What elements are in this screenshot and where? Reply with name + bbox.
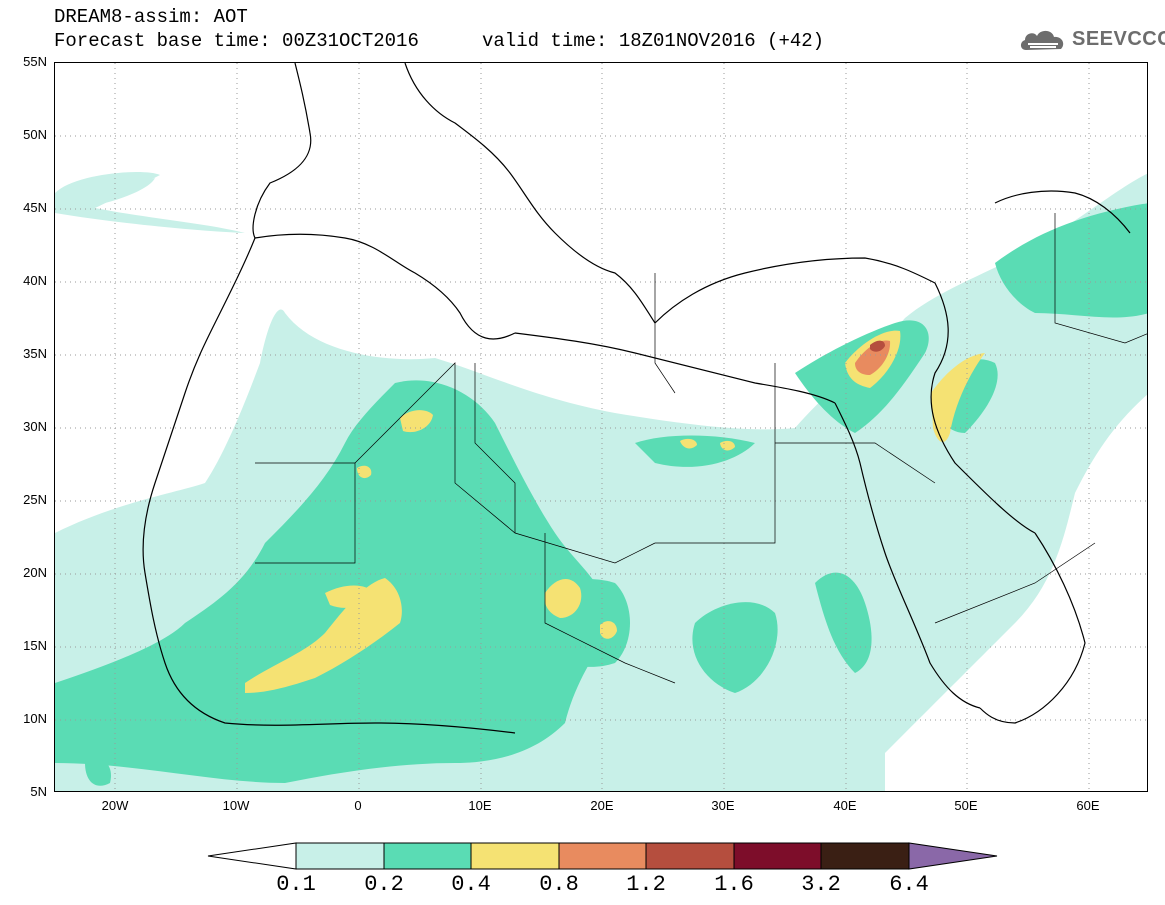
colorbar-label-3.2: 3.2 [801,872,841,897]
lat-label-10n: 10N [23,711,47,726]
colorbar-label-0.8: 0.8 [539,872,579,897]
lat-label-15n: 15N [23,638,47,653]
lon-label-0: 0 [354,798,362,813]
lat-label-20n: 20N [23,565,47,580]
cloud-icon [1020,30,1064,50]
colorbar-bin-4 [558,842,647,870]
lon-label-50e: 50E [954,798,978,813]
colorbar-bin-6 [733,842,822,870]
logo-text: SEEVCCC [1072,28,1165,50]
lat-label-40n: 40N [23,273,47,288]
forecast-base-time: Forecast base time: 00Z31OCT2016 [54,30,419,52]
aot-0.8-layer [855,340,891,375]
colorbar-bin-7 [820,842,910,870]
colorbar-under-arrow [207,842,297,870]
map-gridlines [55,63,1147,791]
lat-label-35n: 35N [23,346,47,361]
aot-map [54,62,1148,792]
colorbar-bin-1 [295,842,385,870]
lon-label-40e: 40E [833,798,857,813]
seevccc-logo: SEEVCCC [1018,24,1165,56]
colorbar-label-0.2: 0.2 [364,872,404,897]
country-borders [255,213,1147,684]
colorbar-bin-5 [645,842,735,870]
lon-label-60e: 60E [1076,798,1100,813]
coastlines [142,63,1131,734]
colorbar-over-arrow [908,842,998,870]
colorbar-label-1.6: 1.6 [714,872,754,897]
lat-label-30n: 30N [23,419,47,434]
lat-label-25n: 25N [23,492,47,507]
colorbar-label-0.1: 0.1 [276,872,316,897]
lat-label-5n: 5N [30,784,47,799]
lon-label-10w: 10W [222,798,250,813]
lon-label-30e: 30E [711,798,735,813]
lat-label-50n: 50N [23,127,47,142]
colorbar-bin-3 [470,842,560,870]
map-canvas [55,63,1147,791]
lat-label-45n: 45N [23,200,47,215]
valid-time: valid time: 18Z01NOV2016 (+42) [482,30,825,52]
colorbar-label-0.4: 0.4 [451,872,491,897]
lat-label-55n: 55N [23,54,47,69]
colorbar-bin-2 [383,842,472,870]
colorbar-label-1.2: 1.2 [626,872,666,897]
lon-label-20e: 20E [590,798,614,813]
colorbar-label-6.4: 6.4 [889,872,929,897]
lon-label-20w: 20W [101,798,129,813]
lon-label-10e: 10E [468,798,492,813]
map-title: DREAM8-assim: AOT [54,6,248,28]
aot-0.2-layer [55,203,1147,786]
